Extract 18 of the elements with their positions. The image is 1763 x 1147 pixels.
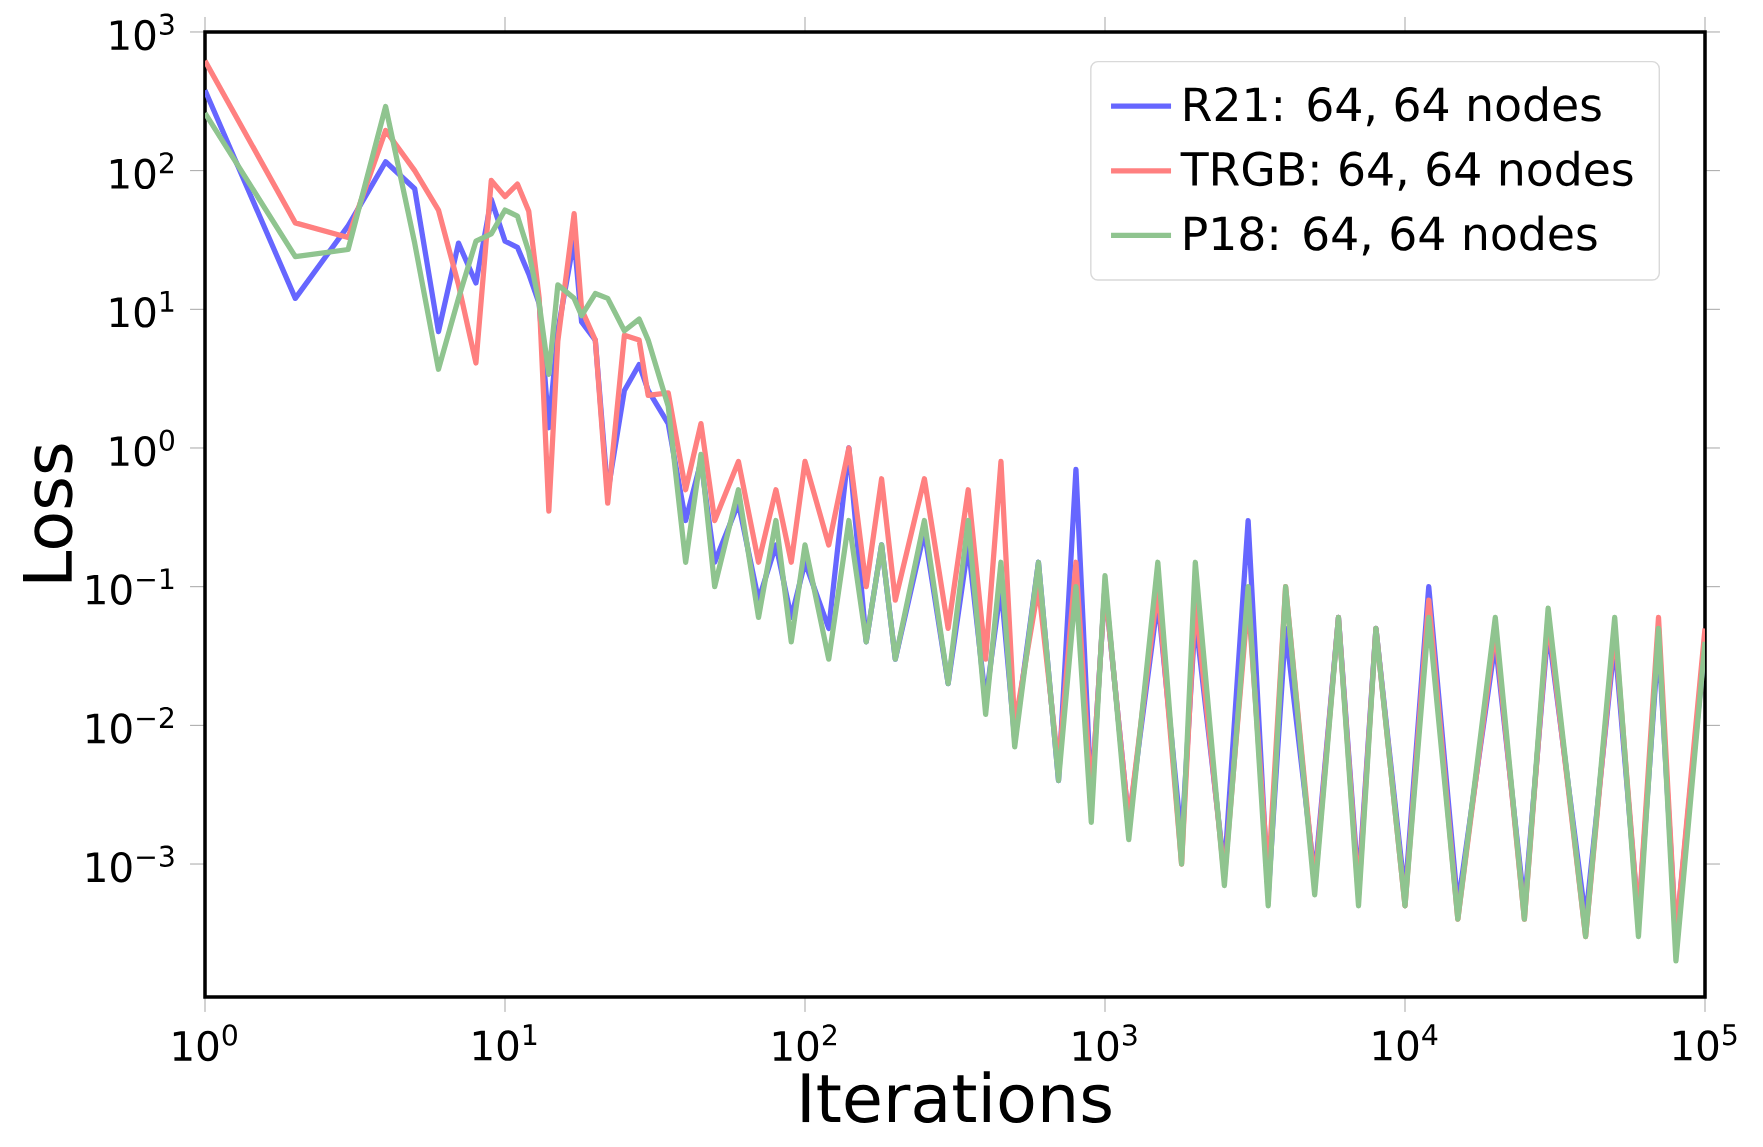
legend-label: TRGB: 64, 64 nodes <box>1180 150 1633 191</box>
y-tick-label: 10$^{−2}$ <box>87 706 174 744</box>
y-tick-label: 10$^{0}$ <box>110 429 174 467</box>
x-tick-label: 10$^{1}$ <box>473 1024 537 1061</box>
y-tick-label: 10$^{−3}$ <box>87 845 174 883</box>
x-tick-label: 10$^{3}$ <box>1073 1024 1137 1062</box>
x-tick-label: 10$^{4}$ <box>1373 1024 1438 1061</box>
y-tick-label: 10$^{2}$ <box>110 152 174 190</box>
y-tick-label: 10$^{1}$ <box>110 291 174 328</box>
x-tick-label: 10$^{2}$ <box>773 1024 836 1062</box>
legend-label: R21: 64, 64 nodes <box>1185 86 1601 127</box>
legend-label: P18: 64, 64 nodes <box>1185 215 1597 256</box>
y-tick-label: 10$^{−1}$ <box>87 568 174 605</box>
y-tick-label: 10$^{3}$ <box>110 13 174 51</box>
x-tick-label: 10$^{0}$ <box>173 1024 237 1062</box>
x-tick-label: 10$^{5}$ <box>1673 1024 1737 1061</box>
y-axis-title: Loss <box>23 444 73 582</box>
x-axis-title: Iterations <box>802 1071 1111 1124</box>
